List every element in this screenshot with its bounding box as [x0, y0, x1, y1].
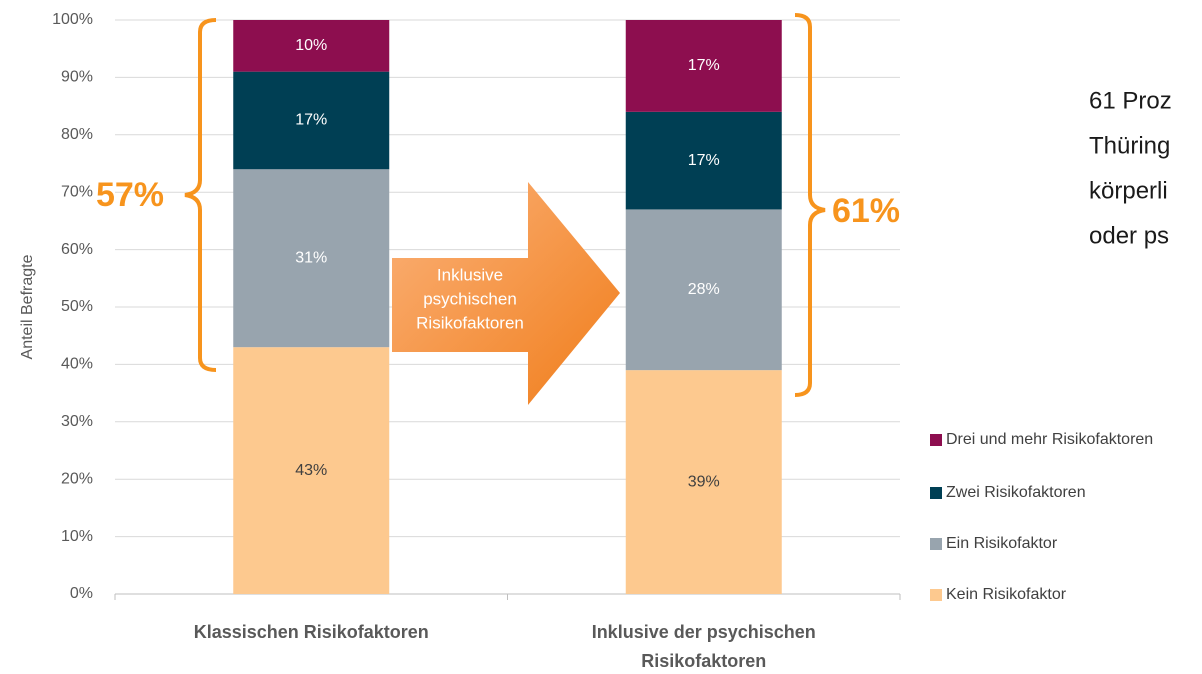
- side-text: oder ps: [1089, 222, 1169, 249]
- y-tick-label: 100%: [52, 11, 93, 28]
- legend-label: Kein Risikofaktor: [946, 586, 1067, 603]
- legend-label: Drei und mehr Risikofaktoren: [946, 431, 1153, 448]
- brace-left: [184, 18, 217, 372]
- data-label: 43%: [295, 462, 327, 479]
- legend-swatch: [930, 487, 942, 499]
- legend-swatch: [930, 538, 942, 550]
- data-label: 28%: [688, 281, 720, 298]
- y-axis-label: Anteil Befragte: [19, 254, 36, 359]
- arrow-text: psychischen: [423, 289, 517, 308]
- arrow-text: Risikofaktoren: [416, 313, 524, 332]
- y-tick-label: 10%: [61, 528, 93, 545]
- data-label: 17%: [688, 57, 720, 74]
- side-text: Thüring: [1089, 132, 1170, 159]
- y-tick-label: 80%: [61, 126, 93, 143]
- legend-label: Ein Risikofaktor: [946, 535, 1058, 552]
- bar-segment: [625, 20, 782, 112]
- data-label: 31%: [295, 249, 327, 266]
- legend-label: Zwei Risikofaktoren: [946, 484, 1086, 501]
- data-label: 39%: [688, 473, 720, 490]
- bar-segment: [625, 209, 782, 371]
- y-tick-label: 60%: [61, 241, 93, 258]
- x-tick-label: Inklusive der psychischen: [592, 622, 816, 642]
- side-text: 61 Proz: [1089, 87, 1172, 114]
- data-label: 10%: [295, 37, 327, 54]
- legend-swatch: [930, 589, 942, 601]
- annotation: 61%: [832, 192, 900, 230]
- y-tick-label: 20%: [61, 470, 93, 487]
- annotation: 57%: [96, 176, 164, 214]
- y-tick-label: 90%: [61, 69, 93, 86]
- y-tick-label: 0%: [70, 585, 93, 602]
- legend-swatch: [930, 434, 942, 446]
- y-tick-label: 30%: [61, 413, 93, 430]
- bar-segment: [233, 347, 390, 594]
- y-tick-label: 40%: [61, 356, 93, 373]
- y-tick-label: 70%: [61, 183, 93, 200]
- x-tick-label: Klassischen Risikofaktoren: [194, 622, 429, 642]
- data-label: 17%: [295, 112, 327, 129]
- arrow-text: Inklusive: [437, 265, 503, 284]
- x-tick-label: Risikofaktoren: [641, 651, 766, 671]
- brace-right: [794, 13, 826, 397]
- bar-segment: [233, 71, 390, 170]
- bar-segment: [625, 111, 782, 210]
- side-text: körperli: [1089, 177, 1168, 204]
- bar-segment: [233, 20, 390, 72]
- y-tick-label: 50%: [61, 298, 93, 315]
- arrow: [392, 182, 620, 405]
- data-label: 17%: [688, 152, 720, 169]
- bar-segment: [233, 169, 390, 348]
- bar-segment: [625, 370, 782, 594]
